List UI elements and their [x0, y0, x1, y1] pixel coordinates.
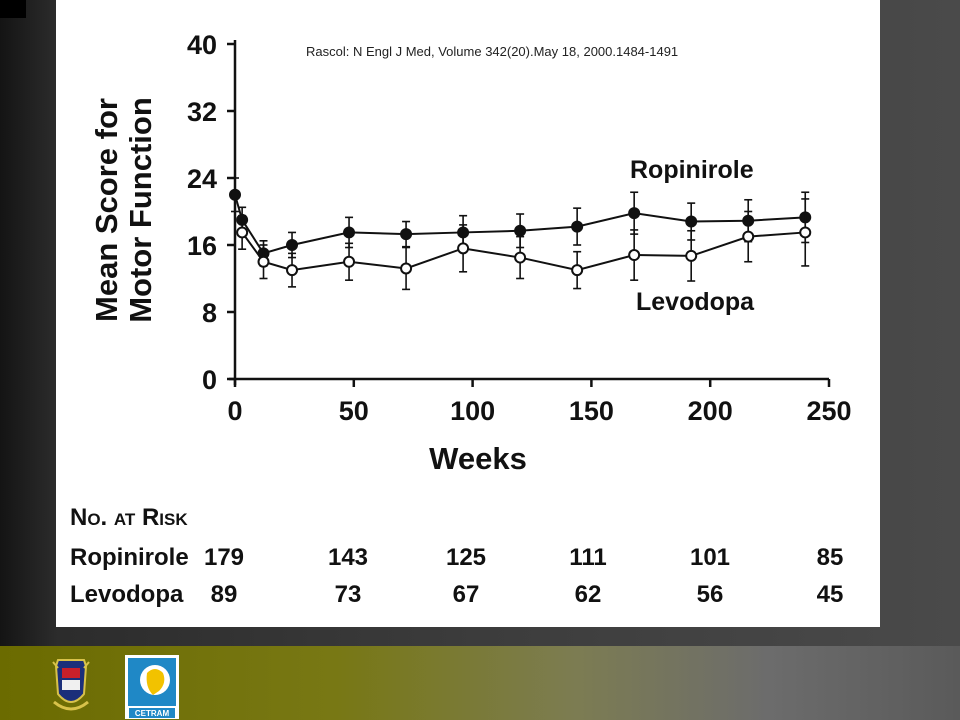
- university-crest-icon: [52, 659, 90, 711]
- citation-text: Rascol: N Engl J Med, Volume 342(20).May…: [306, 44, 679, 59]
- risk-value: 179: [204, 544, 244, 571]
- data-point-ropinirole: [571, 220, 584, 233]
- risk-value: 143: [328, 544, 368, 571]
- data-point-ropinirole: [400, 228, 413, 241]
- x-tick-label: 100: [450, 396, 495, 426]
- data-point-ropinirole: [343, 226, 356, 239]
- x-axis-label: Weeks: [429, 441, 527, 476]
- risk-value: 62: [575, 581, 602, 608]
- slide-panel: 0 8 16 24 32 40 0 50 100 150 200 250 Weeks Mean Score…: [56, 0, 880, 627]
- data-point-ropinirole: [286, 239, 299, 251]
- x-tick-label: 0: [227, 396, 242, 426]
- y-axis-label-line2: Motor Function: [123, 97, 158, 323]
- risk-row-label: Levodopa: [70, 581, 184, 608]
- y-tick-label: 16: [187, 231, 217, 261]
- risk-table-title: No. at Risk: [70, 504, 188, 531]
- y-tick-label: 0: [202, 365, 217, 395]
- risk-value: 101: [690, 544, 730, 571]
- data-point-levodopa: [257, 255, 270, 268]
- x-tick-label: 200: [688, 396, 733, 426]
- risk-value: 85: [817, 544, 844, 571]
- x-tick-label: 50: [339, 396, 369, 426]
- cetram-label: CETRAM: [135, 709, 170, 718]
- data-point-levodopa: [457, 242, 470, 255]
- data-point-levodopa: [685, 249, 698, 262]
- risk-row-label: Ropinirole: [70, 544, 189, 571]
- risk-value: 56: [697, 581, 724, 608]
- data-point-ropinirole: [685, 215, 698, 228]
- risk-value: 125: [446, 544, 486, 571]
- motor-function-chart: 0 8 16 24 32 40 0 50 100 150 200 250 Weeks Mean Score…: [70, 30, 852, 608]
- risk-value: 73: [335, 581, 362, 608]
- x-tick-label: 250: [806, 396, 851, 426]
- data-point-levodopa: [799, 226, 812, 239]
- y-tick-label: 24: [187, 164, 217, 194]
- data-point-ropinirole: [628, 207, 641, 220]
- data-point-levodopa: [236, 226, 249, 239]
- risk-value: 111: [569, 544, 606, 571]
- y-tick-label: 8: [202, 298, 217, 328]
- data-point-levodopa: [742, 230, 755, 243]
- risk-value: 45: [817, 581, 844, 608]
- data-point-levodopa: [514, 251, 527, 264]
- y-tick-label: 32: [187, 97, 217, 127]
- data-point-levodopa: [571, 264, 584, 277]
- data-point-levodopa: [628, 249, 641, 262]
- series-label-ropinirole: Ropinirole: [630, 156, 754, 184]
- risk-value: 67: [453, 581, 480, 608]
- data-point-levodopa: [286, 264, 299, 277]
- data-point-ropinirole: [514, 224, 527, 237]
- y-tick-label: 40: [187, 30, 217, 60]
- data-point-levodopa: [400, 262, 413, 275]
- series-label-levodopa: Levodopa: [636, 288, 755, 316]
- x-tick-label: 150: [569, 396, 614, 426]
- data-point-ropinirole: [229, 188, 241, 201]
- data-point-levodopa: [343, 255, 356, 268]
- corner-block: [0, 0, 26, 18]
- risk-value: 89: [211, 581, 238, 608]
- y-axis-label-line1: Mean Score for: [89, 98, 124, 322]
- cetram-logo-icon: CETRAM: [125, 655, 179, 719]
